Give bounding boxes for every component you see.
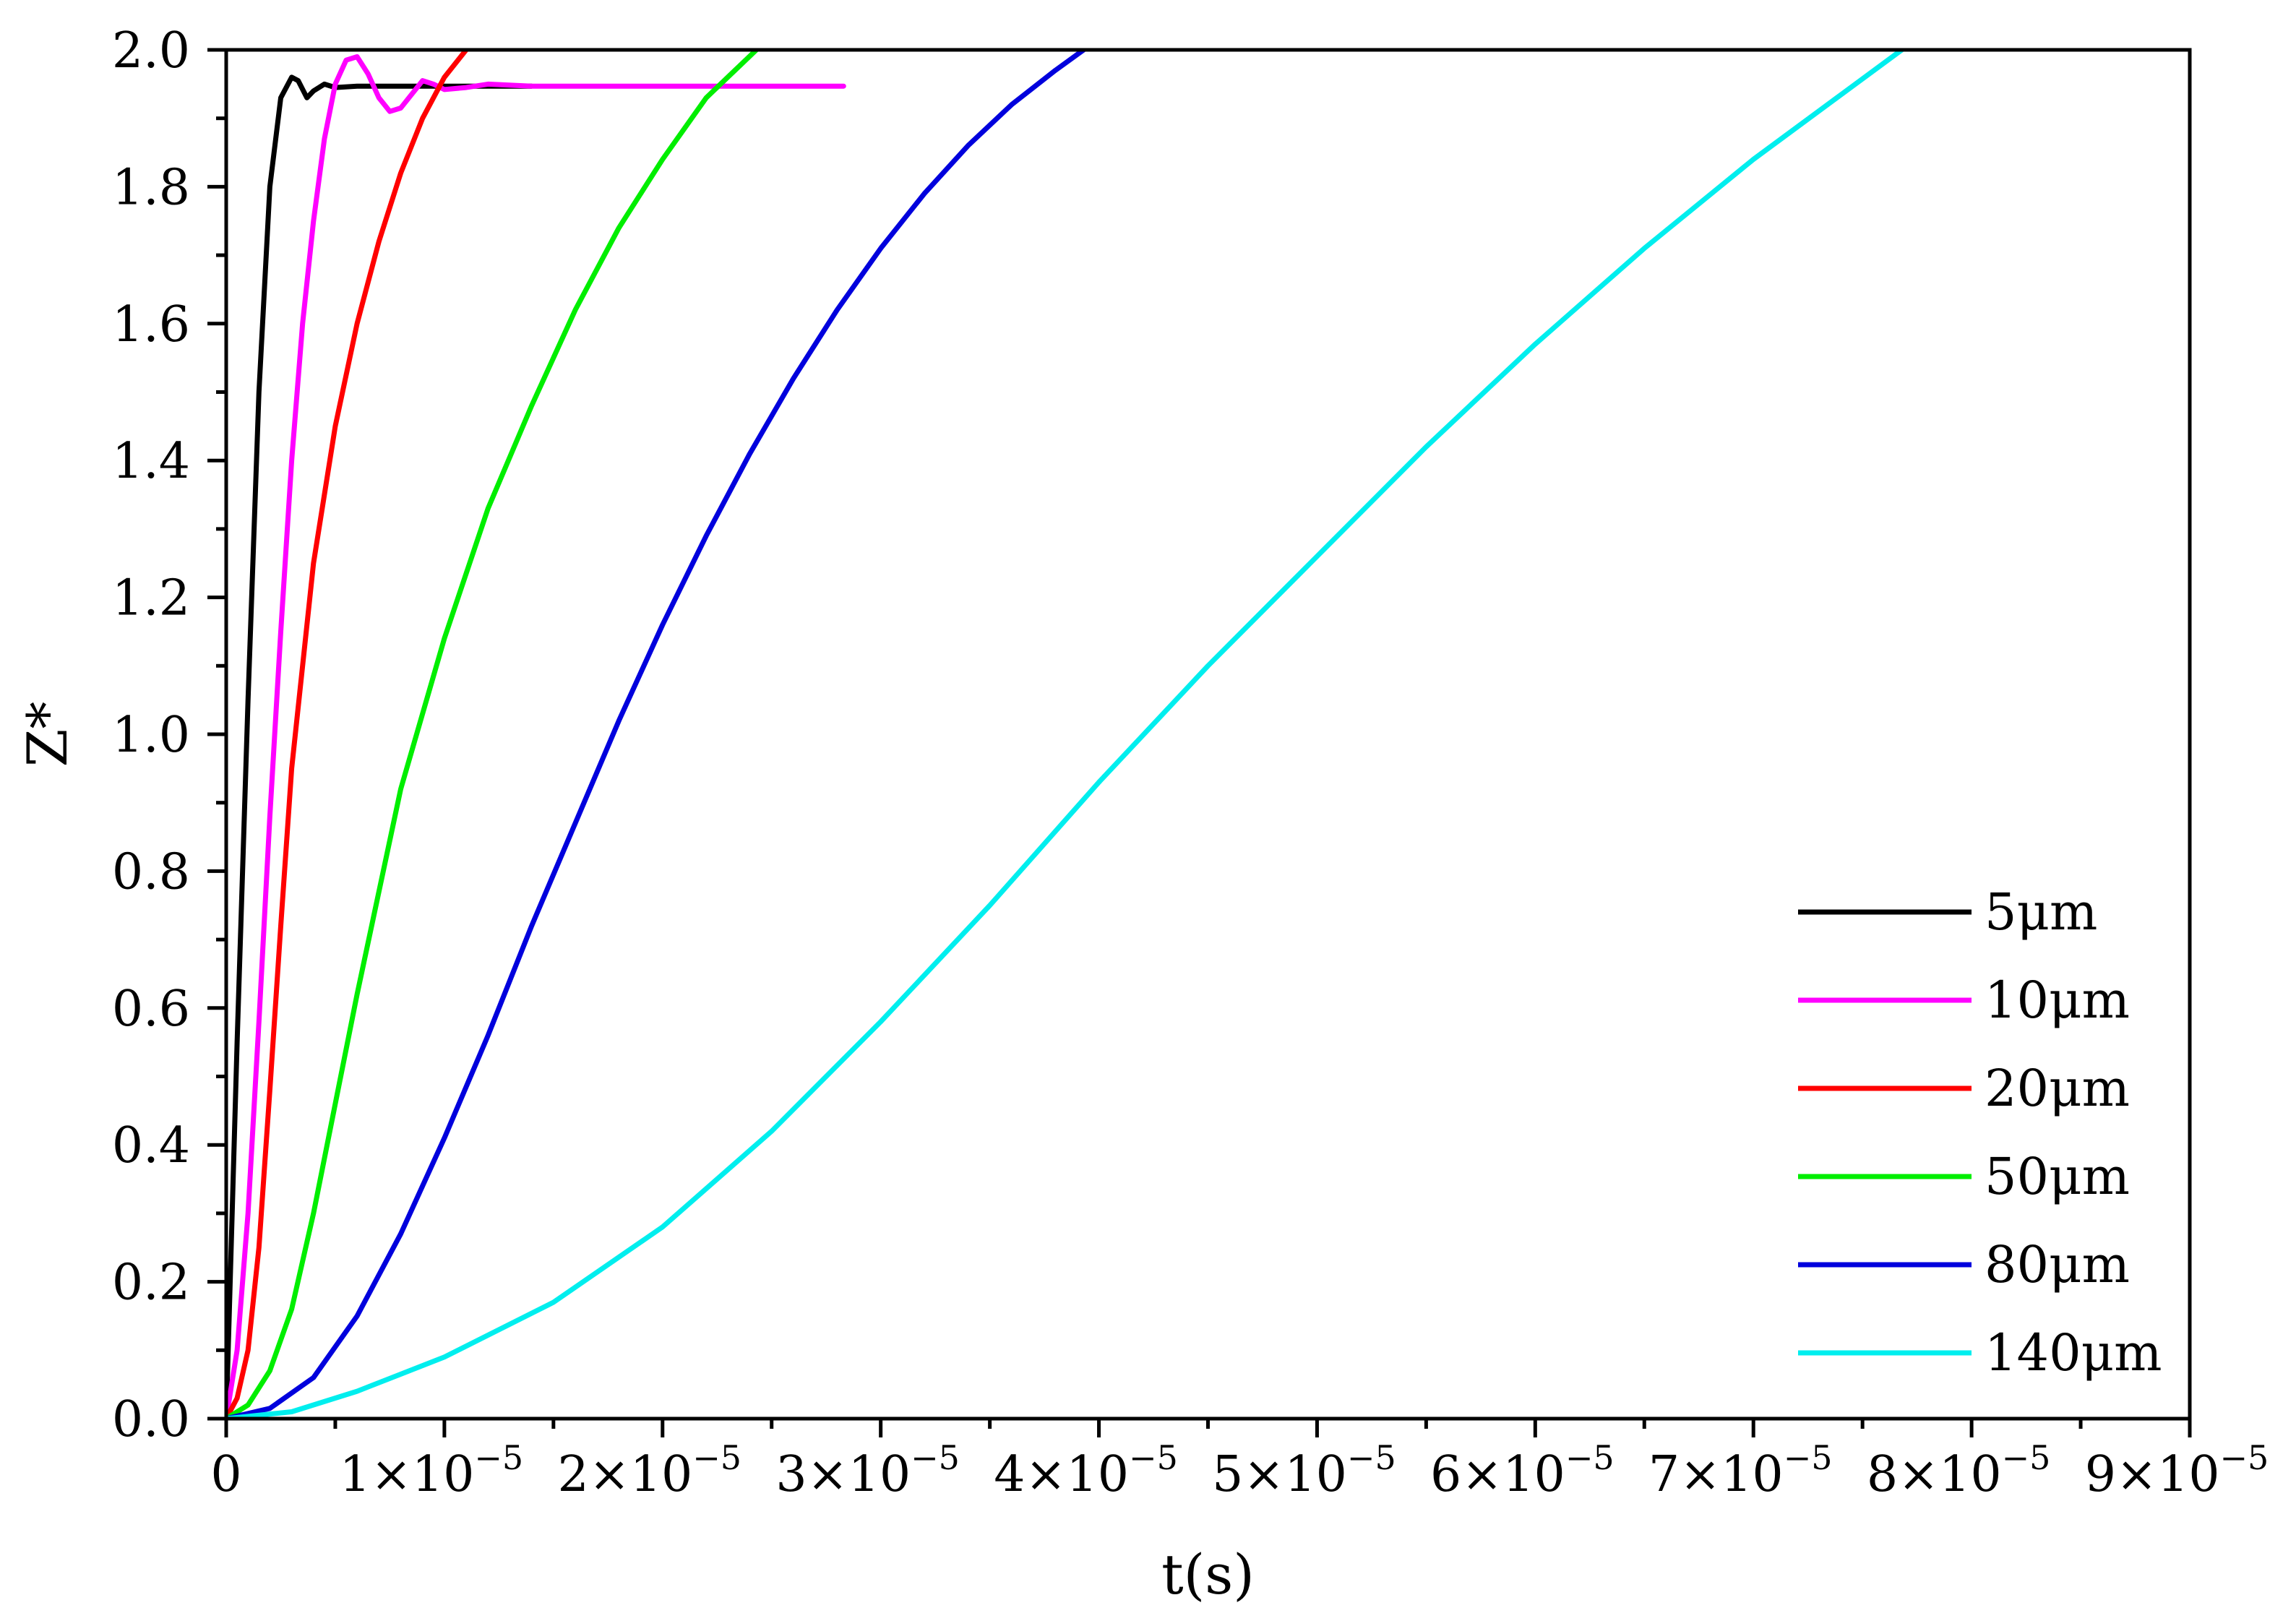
x-axis-title: t(s) xyxy=(1161,1542,1255,1607)
x-tick-label: 3×10−5 xyxy=(775,1438,960,1503)
x-tick-label: 6×10−5 xyxy=(1430,1438,1614,1503)
y-tick-label: 1.0 xyxy=(112,707,190,764)
y-tick-label: 1.2 xyxy=(112,570,190,627)
y-tick-label: 0.4 xyxy=(112,1117,190,1174)
x-tick-label: 5×10−5 xyxy=(1212,1438,1396,1503)
y-tick-label: 1.8 xyxy=(112,159,190,216)
y-tick-label: 1.6 xyxy=(112,296,190,353)
x-tick-label: 4×10−5 xyxy=(994,1438,1178,1503)
x-tick-label: 9×10−5 xyxy=(2085,1438,2269,1503)
y-tick-label: 2.0 xyxy=(112,22,190,79)
x-tick-label: 7×10−5 xyxy=(1648,1438,1833,1503)
x-tick-label: 8×10−5 xyxy=(1867,1438,2051,1503)
plot-frame xyxy=(224,48,2192,1421)
series-line-3 xyxy=(226,48,469,1420)
axis-tick-labels: 0 1×10−5 2×10−5 3×10−5 4×10−5 5×10−5 6×10−5 7×1… xyxy=(112,22,2269,1503)
x-tick-label: 1×10−5 xyxy=(340,1438,524,1503)
legend-label: 20μm xyxy=(1985,1059,2130,1118)
y-tick-label: 0.6 xyxy=(112,981,190,1038)
y-axis-title: Z* xyxy=(15,702,79,767)
x-tick-label: 2×10−5 xyxy=(557,1438,741,1503)
legend-label: 50μm xyxy=(1985,1147,2130,1206)
series-line-5 xyxy=(226,48,1086,1420)
series-line-1 xyxy=(226,74,535,1420)
y-tick-label: 0.8 xyxy=(112,843,190,900)
series-line-6 xyxy=(226,48,1904,1420)
series-lines xyxy=(226,48,1904,1420)
legend-label: 5μm xyxy=(1985,882,2097,942)
legend: 5μm 10μm 20μm 50μm 80μm 140μm xyxy=(1798,882,2162,1383)
series-line-2 xyxy=(226,54,846,1420)
y-tick-label: 1.4 xyxy=(112,433,190,490)
legend-label: 80μm xyxy=(1985,1235,2130,1294)
legend-label: 140μm xyxy=(1985,1323,2162,1383)
y-tick-label: 0.0 xyxy=(112,1391,190,1448)
series-line-4 xyxy=(226,48,760,1420)
x-tick-label: 0 xyxy=(210,1446,241,1503)
y-tick-label: 0.2 xyxy=(112,1255,190,1312)
axis-ticks xyxy=(207,48,2192,1437)
legend-label: 10μm xyxy=(1985,971,2130,1030)
